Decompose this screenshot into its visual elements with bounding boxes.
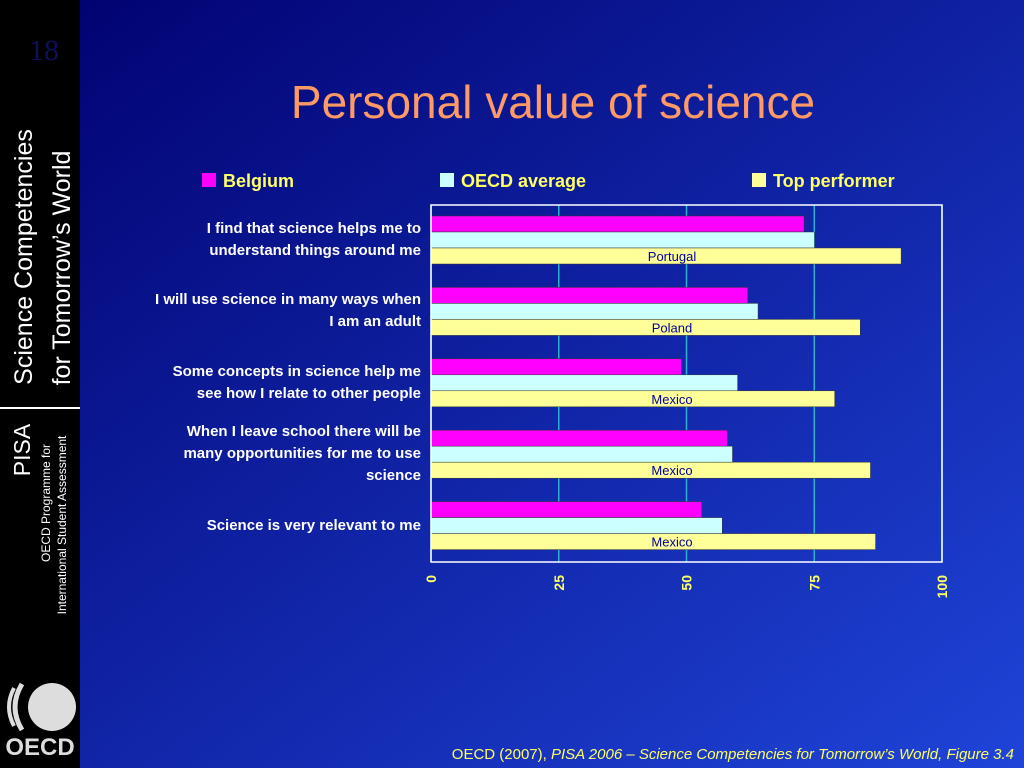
legend-swatch	[202, 173, 216, 187]
sidebar-pisa: PISA	[9, 423, 35, 476]
legend-label: Belgium	[223, 171, 294, 191]
bar	[430, 517, 723, 534]
logo-text: OECD	[5, 734, 74, 761]
sidebar	[0, 0, 80, 768]
bar-annotation: Portugal	[648, 249, 697, 264]
sidebar-title: for Tomorrow’s World	[48, 151, 76, 386]
category-label: I find that science helps me to understa…	[206, 220, 421, 259]
category-label: Science is very relevant to me	[206, 516, 421, 534]
x-tick-label: 50	[679, 575, 695, 591]
bar	[430, 319, 861, 336]
source: OECD (2007), PISA 2006 – Science Compete…	[452, 746, 1014, 763]
bar	[430, 358, 682, 376]
bar	[430, 445, 733, 463]
category-label: When I leave school there will be many o…	[183, 423, 421, 485]
x-tick-label: 25	[551, 575, 567, 591]
sidebar-programme: OECD Programme for	[39, 444, 53, 562]
bar	[430, 429, 728, 447]
source-title: PISA 2006 – Science Competencies for Tom…	[551, 746, 1014, 763]
bar-annotation: Mexico	[651, 535, 692, 550]
bar	[430, 374, 738, 392]
source-author: OECD (2007),	[452, 746, 547, 763]
oecd-logo: OECD	[5, 682, 76, 761]
legend-swatch	[440, 173, 454, 187]
slide-number: 18	[29, 34, 59, 67]
bar-annotation: Mexico	[651, 463, 692, 478]
bar	[430, 303, 759, 320]
bar-annotation: Poland	[652, 320, 692, 335]
legend-label: OECD average	[461, 171, 586, 191]
bar	[430, 231, 815, 249]
sidebar-programme: International Student Assessment	[55, 435, 69, 614]
bar-annotation: Mexico	[651, 392, 692, 407]
x-tick-label: 75	[806, 575, 822, 591]
bar	[430, 287, 749, 304]
bar	[430, 390, 835, 408]
plot-border	[430, 204, 943, 563]
x-tick-label: 100	[934, 575, 950, 599]
legend-swatch	[752, 173, 766, 187]
legend-label: Top performer	[773, 171, 895, 191]
x-tick-label: 0	[423, 575, 439, 583]
category-label: Some concepts in science help me see how…	[172, 362, 421, 402]
bar	[430, 215, 805, 233]
bar	[430, 501, 703, 518]
sidebar-title: Science Competencies	[10, 129, 38, 385]
chart-title: Personal value of science	[291, 76, 815, 128]
category-label: I will use science in many ways when I a…	[155, 291, 421, 331]
